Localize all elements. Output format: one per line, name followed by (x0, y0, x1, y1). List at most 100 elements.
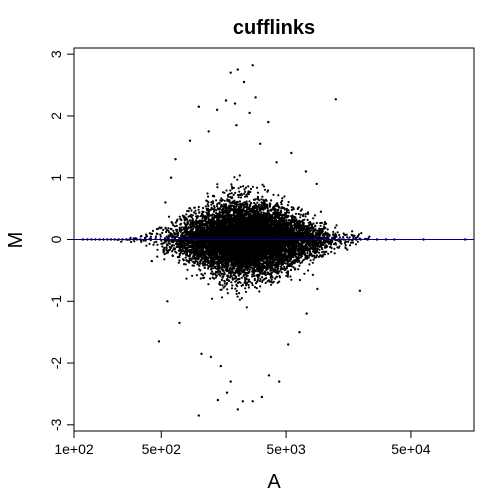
scatter-point (228, 192, 231, 195)
scatter-point (243, 195, 247, 198)
scatter-point (195, 217, 199, 220)
scatter-point (216, 205, 219, 208)
scatter-point (234, 287, 237, 290)
scatter-point (277, 194, 280, 197)
scatter-point (284, 262, 287, 265)
scatter-point (142, 239, 145, 242)
scatter-point (206, 263, 209, 266)
scatter-point (238, 190, 241, 193)
scatter-point (133, 240, 136, 243)
scatter-point (314, 251, 317, 255)
scatter-point (347, 240, 350, 243)
scatter-point (238, 200, 241, 203)
scatter-point (281, 260, 285, 263)
scatter-point (274, 277, 277, 280)
scatter-point (163, 253, 166, 256)
scatter-point (321, 248, 324, 251)
scatter-point (306, 218, 309, 221)
scatter-point (333, 247, 336, 250)
scatter-point (238, 174, 241, 177)
scatter-point (237, 196, 240, 199)
scatter-point (286, 273, 290, 276)
scatter-point (264, 281, 267, 285)
scatter-point (230, 281, 233, 284)
scatter-point (237, 187, 240, 190)
scatter-point (145, 233, 148, 236)
scatter-point (222, 286, 225, 289)
scatter-point (189, 219, 192, 222)
scatter-point (286, 204, 289, 207)
scatter-point (243, 271, 246, 274)
scatter-point (245, 193, 248, 196)
scatter-point (196, 220, 199, 223)
scatter-point (323, 221, 327, 224)
scatter-point (309, 250, 312, 253)
scatter-point (201, 274, 205, 277)
scatter-point (129, 236, 132, 239)
scatter-point (236, 295, 239, 298)
scatter-points (81, 64, 467, 417)
scatter-point (230, 287, 234, 290)
scatter-point (264, 266, 267, 269)
scatter-point (228, 200, 231, 203)
scatter-point (186, 268, 189, 271)
scatter-point (239, 281, 242, 284)
scatter-point (207, 216, 210, 219)
scatter-point (232, 193, 235, 196)
scatter-point (287, 209, 290, 212)
scatter-point (190, 209, 193, 212)
scatter-point (180, 226, 183, 229)
scatter-point (297, 236, 300, 240)
scatter-point (278, 280, 281, 283)
scatter-point (326, 228, 329, 231)
scatter-point (172, 244, 176, 247)
scatter-point (336, 231, 339, 234)
scatter-point (145, 244, 148, 247)
scatter-point (304, 212, 307, 215)
scatter-point (213, 205, 216, 208)
scatter-point (165, 230, 168, 234)
scatter-point (353, 234, 356, 237)
scatter-point (317, 255, 320, 258)
scatter-point (320, 221, 323, 224)
scatter-point (204, 205, 207, 208)
scatter-point (241, 210, 244, 213)
scatter-point (171, 250, 174, 253)
scatter-point (196, 261, 199, 264)
scatter-point (325, 250, 328, 253)
scatter-point (368, 235, 371, 238)
scatter-point (235, 292, 238, 295)
scatter-point (287, 201, 290, 204)
scatter-point (171, 234, 174, 237)
scatter-point (154, 237, 157, 240)
scatter-point (312, 250, 315, 253)
scatter-point (338, 236, 341, 239)
scatter-point (299, 216, 302, 219)
scatter-point (184, 256, 187, 259)
scatter-point (185, 213, 188, 216)
scatter-point (312, 254, 316, 257)
scatter-point (306, 251, 309, 255)
scatter-point (202, 210, 205, 214)
scatter-point (181, 252, 184, 255)
scatter-point (297, 268, 300, 271)
scatter-point (207, 283, 210, 286)
scatter-point (252, 198, 255, 201)
scatter-point (156, 232, 159, 235)
scatter-point (168, 245, 171, 249)
scatter-point (272, 193, 275, 196)
scatter-point (226, 288, 229, 291)
scatter-point (223, 282, 226, 285)
scatter-point (294, 212, 298, 215)
scatter-point (156, 243, 159, 246)
scatter-point (247, 286, 250, 289)
scatter-point (155, 235, 158, 238)
scatter-point (283, 195, 286, 198)
scatter-point (258, 290, 261, 293)
scatter-point (260, 201, 263, 204)
scatter-point (297, 248, 300, 251)
scatter-point (210, 206, 213, 209)
scatter-point (312, 258, 315, 261)
scatter-point (235, 205, 238, 208)
scatter-point (238, 292, 241, 295)
